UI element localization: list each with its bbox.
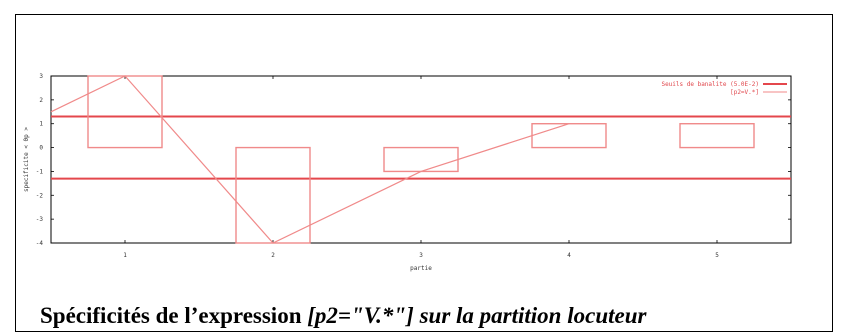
- y-tick-label: 2: [39, 97, 43, 104]
- legend-threshold-label: Seuils de banalite (5.0E-2): [661, 81, 759, 88]
- y-tick-label: -1: [36, 168, 44, 175]
- figure-caption: Spécificités de l’expression [p2="V.*"] …: [40, 303, 848, 329]
- bar-4: [531, 123, 607, 149]
- caption-query: [p2="V.*"] sur la partition locuteur: [307, 303, 647, 328]
- x-tick-label: 5: [715, 252, 719, 259]
- y-tick-label: 1: [39, 121, 43, 128]
- legend-series-label: [p2=V.*]: [730, 89, 759, 96]
- caption-lead: Spécificités de l’expression: [40, 303, 308, 328]
- specificity-chart: -4 -3 -2 -1 0 1 2 3 1 2 3 4 5 partie specificite < 0p …: [23, 73, 792, 272]
- y-tick-label: -3: [36, 216, 44, 223]
- bar-5: [679, 123, 755, 149]
- y-tick-label: 0: [39, 145, 43, 152]
- x-axis-label: partie: [410, 265, 432, 272]
- figure-frame: -4 -3 -2 -1 0 1 2 3 1 2 3 4 5 partie specificite < 0p …: [15, 14, 833, 332]
- x-tick-label: 4: [567, 252, 571, 259]
- y-tick-label: -4: [36, 240, 44, 247]
- bar-3: [383, 146, 459, 173]
- bar-1: [87, 75, 163, 149]
- y-tick-label: -2: [36, 192, 44, 199]
- y-tick-label: 3: [39, 73, 43, 80]
- series-line: [50, 75, 570, 244]
- bar-2: [235, 146, 311, 244]
- x-tick-label: 2: [271, 252, 275, 259]
- x-tick-label: 1: [123, 252, 127, 259]
- x-tick-label: 3: [419, 252, 423, 259]
- y-axis-label: specificite < 0p >: [23, 127, 30, 192]
